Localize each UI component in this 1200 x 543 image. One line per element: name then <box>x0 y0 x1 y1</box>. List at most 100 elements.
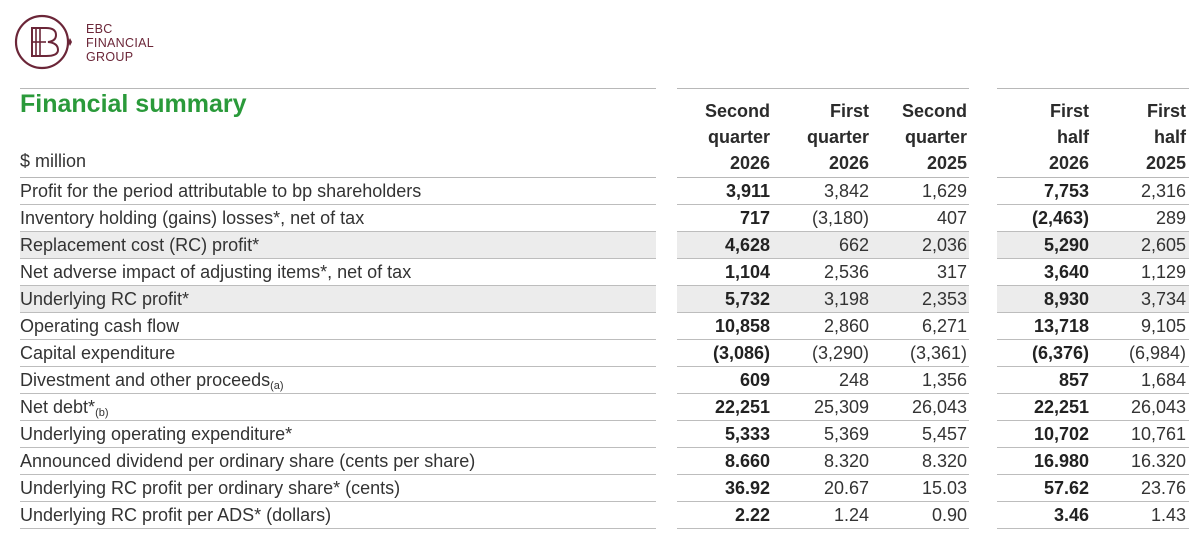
row-label-text: Replacement cost (RC) profit* <box>20 235 260 255</box>
table-cell: 407 <box>936 208 967 228</box>
row-shade <box>997 232 1189 259</box>
table-cell: 26,043 <box>1130 397 1186 417</box>
row-rule <box>20 447 656 448</box>
column-header-line3: 2026 <box>729 153 770 173</box>
column-header-line1: First <box>829 101 869 121</box>
brand-line-1: EBC <box>86 22 113 36</box>
row-rule <box>997 231 1189 232</box>
column-header-line3: 2025 <box>926 153 967 173</box>
table-cell: 16.980 <box>1033 451 1089 471</box>
row-rule <box>20 285 656 286</box>
column-header-line2: quarter <box>904 127 967 147</box>
top-rule-quarters <box>677 88 969 89</box>
row-rule <box>20 339 656 340</box>
table-cell: 717 <box>739 208 770 228</box>
table-cell: 15.03 <box>921 478 967 498</box>
row-shade <box>997 286 1189 313</box>
row-label-text: Announced dividend per ordinary share (c… <box>20 451 476 471</box>
column-header-line1: Second <box>704 101 770 121</box>
table-cell: 22,251 <box>1033 397 1089 417</box>
row-label-text: Operating cash flow <box>20 316 180 336</box>
brand-name: EBC FINANCIAL GROUP <box>86 22 154 64</box>
row-rule <box>20 312 656 313</box>
row-rule <box>677 204 969 205</box>
row-rule <box>997 447 1189 448</box>
row-rule <box>997 339 1189 340</box>
row-label: Replacement cost (RC) profit* <box>20 232 259 259</box>
table-cell: 2,316 <box>1140 181 1186 201</box>
table-cell: 23.76 <box>1140 478 1186 498</box>
table-cell: (3,361) <box>909 343 967 363</box>
table-cell: 8.320 <box>823 451 869 471</box>
row-label-text: Underlying RC profit per ordinary share*… <box>20 478 401 498</box>
row-rule <box>997 474 1189 475</box>
row-label: Divestment and other proceeds(a) <box>20 367 284 400</box>
row-rule <box>677 393 969 394</box>
table-cell: (3,086) <box>712 343 770 363</box>
row-rule <box>20 474 656 475</box>
row-label-text: Underlying RC profit* <box>20 289 190 309</box>
table-row: Capital expenditure (3,086) (3,290) (3,361)… <box>0 340 1200 367</box>
column-header-line1: First <box>1049 101 1089 121</box>
table-cell: 6,271 <box>921 316 967 336</box>
table-cell: (3,290) <box>811 343 869 363</box>
table-cell: 317 <box>936 262 967 282</box>
row-label: Underlying RC profit* <box>20 286 189 313</box>
column-header: First half 2025 <box>1076 98 1186 178</box>
table-cell: 1.24 <box>833 505 869 525</box>
column-header: Second quarter 2026 <box>660 98 770 178</box>
table-cell: 16.320 <box>1130 451 1186 471</box>
table-cell: 26,043 <box>911 397 967 417</box>
row-rule <box>677 285 969 286</box>
row-label-text: Net adverse impact of adjusting items*, … <box>20 262 412 282</box>
table-cell: 5,732 <box>724 289 770 309</box>
row-rule <box>20 231 656 232</box>
row-rule <box>20 528 656 529</box>
row-rule <box>677 447 969 448</box>
table-cell: 3,911 <box>725 181 770 201</box>
row-label-text: Underlying operating expenditure* <box>20 424 293 444</box>
table-row: Announced dividend per ordinary share (c… <box>0 448 1200 475</box>
row-rule <box>20 393 656 394</box>
table-cell: 25,309 <box>813 397 869 417</box>
column-header-line2: half <box>1153 127 1186 147</box>
table-row: Profit for the period attributable to bp… <box>0 178 1200 205</box>
table-cell: (6,376) <box>1031 343 1089 363</box>
table-row: Inventory holding (gains) losses*, net o… <box>0 205 1200 232</box>
row-label: Profit for the period attributable to bp… <box>20 178 421 205</box>
table-cell: 1,356 <box>921 370 967 390</box>
table-cell: 1,684 <box>1140 370 1186 390</box>
top-rule-halves <box>997 88 1189 89</box>
row-label: Net adverse impact of adjusting items*, … <box>20 259 411 286</box>
row-rule <box>997 501 1189 502</box>
table-cell: 10,761 <box>1130 424 1186 444</box>
ebc-monogram-icon <box>14 14 72 70</box>
row-label-text: Net debt* <box>20 397 96 417</box>
row-rule <box>997 204 1189 205</box>
table-cell: 10,858 <box>714 316 770 336</box>
row-rule <box>20 420 656 421</box>
table-cell: 22,251 <box>714 397 770 417</box>
table-cell: 4,628 <box>724 235 770 255</box>
row-rule <box>677 258 969 259</box>
table-row: Underlying operating expenditure* 5,333 5,… <box>0 421 1200 448</box>
row-rule <box>997 420 1189 421</box>
row-rule <box>20 258 656 259</box>
header-rule-quarters <box>677 177 969 178</box>
table-cell: 3.46 <box>1053 505 1089 525</box>
table-cell: 7,753 <box>1043 181 1089 201</box>
header-rule-left <box>20 177 656 178</box>
table-row: Underlying RC profit* 5,732 3,198 2,353 8,93… <box>0 286 1200 313</box>
table-cell: 2,036 <box>921 235 967 255</box>
column-header: Second quarter 2025 <box>857 98 967 178</box>
row-footnote-ref: (a) <box>270 380 284 392</box>
table-cell: (2,463) <box>1031 208 1089 228</box>
column-header-line2: quarter <box>707 127 770 147</box>
column-header-line1: Second <box>901 101 967 121</box>
row-rule <box>677 366 969 367</box>
table-cell: 3,198 <box>823 289 869 309</box>
row-shade <box>677 232 969 259</box>
row-rule <box>677 339 969 340</box>
table-row: Operating cash flow 10,858 2,860 6,271 13,71… <box>0 313 1200 340</box>
brand-line-3: GROUP <box>86 50 134 64</box>
